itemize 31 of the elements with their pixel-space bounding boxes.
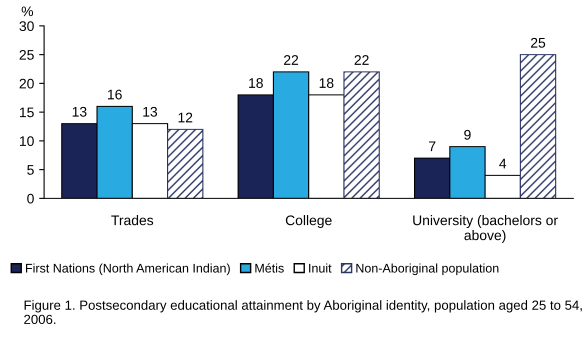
data-label: 22 xyxy=(284,55,298,65)
y-tick-label: 0 xyxy=(27,194,34,204)
y-tick-label: 10 xyxy=(20,136,34,146)
legend-label: Non-Aboriginal population xyxy=(356,263,498,276)
y-tick-label: 15 xyxy=(20,108,34,118)
data-label: 18 xyxy=(249,78,263,88)
bar xyxy=(343,71,380,198)
caption: Figure 1. Postsecondary educational attainment by Aboriginal identity, population aged 25 to 54, 2006. xyxy=(24,300,582,324)
data-label: 25 xyxy=(530,38,546,48)
bar xyxy=(520,54,556,198)
x-tick-label: College xyxy=(286,215,332,228)
data-label: 13 xyxy=(143,106,158,117)
y-tick-label: 25 xyxy=(20,50,34,60)
x-tick-label: University (bachelors or above) xyxy=(413,215,558,243)
y-tick-label: 5 xyxy=(27,165,34,175)
data-label: 12 xyxy=(178,112,192,122)
y-axis-title: % xyxy=(22,6,34,16)
data-label: 7 xyxy=(429,142,436,152)
data-label: 22 xyxy=(354,55,369,65)
legend-label: Inuit xyxy=(309,263,332,273)
data-label: 13 xyxy=(72,106,86,117)
data-label: 18 xyxy=(320,78,334,88)
legend-label: Métis xyxy=(255,263,284,273)
x-tick-label: Trades xyxy=(111,215,154,226)
data-label: 4 xyxy=(499,158,506,168)
y-tick-label: 20 xyxy=(20,78,34,89)
bar xyxy=(167,128,204,198)
data-label: 16 xyxy=(108,90,122,100)
y-tick-label: 30 xyxy=(19,21,34,32)
legend-label: First Nations (North American Indian) xyxy=(26,263,230,276)
data-label: 9 xyxy=(464,130,471,140)
